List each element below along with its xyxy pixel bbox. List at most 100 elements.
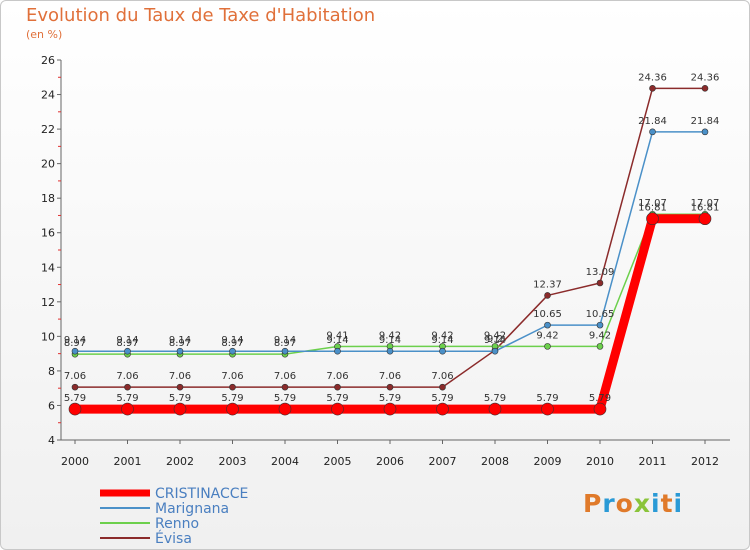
data-label: 5.79 [221, 393, 243, 404]
y-tick-label: 14 [41, 261, 55, 274]
y-tick-label: 22 [41, 123, 55, 136]
legend-entry: Renno [155, 516, 199, 532]
data-label: 24.36 [638, 72, 667, 83]
data-point [334, 383, 341, 391]
data-label: 5.79 [116, 393, 138, 404]
data-label: 5.79 [274, 393, 296, 404]
x-tick-label: 2008 [481, 455, 509, 468]
data-point [701, 85, 709, 92]
data-label: 9.2 [487, 334, 503, 345]
y-tick-label: 26 [41, 54, 55, 67]
data-point [226, 402, 239, 416]
data-point [71, 383, 79, 391]
data-point [544, 343, 551, 350]
x-tick-label: 2002 [166, 455, 194, 468]
data-point [124, 383, 131, 391]
data-label: 9.14 [116, 335, 138, 346]
chart-subtitle: (en %) [26, 28, 63, 41]
y-tick-label: 20 [41, 158, 55, 171]
data-point [488, 402, 502, 416]
data-label: 5.79 [431, 393, 453, 404]
data-label: 5.79 [484, 393, 506, 404]
data-label: 5.79 [64, 393, 86, 404]
data-label: 7.06 [431, 371, 453, 382]
logo-letter: i [651, 489, 661, 518]
proxiti-logo: Proxiti [583, 489, 683, 518]
data-label: 9.41 [326, 331, 348, 342]
y-tick-label: 6 [48, 399, 55, 412]
data-label: 9.14 [326, 335, 348, 346]
data-point [646, 212, 659, 226]
data-point [593, 402, 607, 416]
data-point [544, 321, 551, 329]
x-tick-label: 2010 [586, 455, 614, 468]
data-label: 7.06 [64, 371, 86, 382]
data-point [229, 347, 236, 355]
y-tick-label: 18 [41, 192, 55, 205]
data-point [439, 347, 446, 355]
data-point [173, 402, 187, 416]
data-label: 5.79 [326, 393, 348, 404]
data-point [281, 383, 289, 391]
logo-letter: i [673, 489, 684, 518]
data-label: 9.42 [589, 330, 611, 341]
data-point [383, 402, 397, 416]
data-label: 7.06 [326, 371, 348, 382]
data-label: 9.14 [431, 335, 453, 346]
data-label: 10.65 [533, 309, 562, 320]
data-label: 7.06 [379, 371, 401, 382]
data-label: 7.06 [116, 371, 138, 382]
y-tick-label: 12 [41, 296, 55, 309]
y-tick-label: 8 [48, 365, 55, 378]
data-label: 5.79 [536, 393, 558, 404]
y-tick-label: 24 [41, 89, 55, 102]
data-label: 13.09 [586, 267, 615, 278]
data-point [541, 402, 554, 416]
data-label: 5.79 [379, 393, 401, 404]
logo-letter: t [660, 489, 674, 518]
data-label: 17.07 [638, 198, 667, 209]
data-label: 7.06 [221, 371, 243, 382]
data-label: 9.14 [484, 335, 506, 346]
data-point [596, 279, 604, 287]
data-point [701, 128, 709, 136]
data-label: 8.97 [116, 338, 138, 349]
chart-title: Evolution du Taux de Taxe d'Habitation [26, 5, 376, 26]
data-label: 9.14 [64, 335, 86, 346]
data-point [386, 347, 394, 355]
x-tick-label: 2009 [534, 455, 562, 468]
x-tick-label: 2012 [691, 455, 719, 468]
data-label: 9.14 [221, 335, 243, 346]
y-tick-label: 10 [41, 330, 55, 343]
data-point [649, 128, 656, 136]
data-label: 9.14 [274, 335, 296, 346]
x-tick-label: 2003 [219, 455, 247, 468]
data-label: 9.42 [431, 330, 453, 341]
logo-letter: x [633, 489, 651, 518]
logo-letter: o [615, 489, 634, 518]
data-label: 9.14 [379, 335, 401, 346]
logo-letter: P [583, 489, 603, 518]
data-point [439, 383, 446, 391]
data-point [278, 402, 292, 416]
x-tick-label: 2005 [324, 455, 352, 468]
x-tick-label: 2001 [114, 455, 142, 468]
data-label: 10.65 [586, 309, 615, 320]
data-point [334, 347, 341, 355]
data-label: 8.97 [64, 338, 86, 349]
data-label: 7.06 [274, 371, 296, 382]
data-label: 9.42 [484, 330, 506, 341]
data-point [698, 212, 712, 226]
data-label: 24.36 [691, 72, 720, 83]
data-point [436, 402, 449, 416]
data-label: 12.37 [533, 279, 562, 290]
data-point [386, 383, 394, 391]
data-point [649, 85, 656, 92]
data-label: 9.14 [169, 335, 191, 346]
logo-letter: r [602, 489, 616, 518]
data-label: 21.84 [638, 116, 667, 127]
data-label: 9.42 [379, 330, 401, 341]
x-tick-label: 2004 [271, 455, 299, 468]
y-tick-label: 16 [41, 227, 55, 240]
